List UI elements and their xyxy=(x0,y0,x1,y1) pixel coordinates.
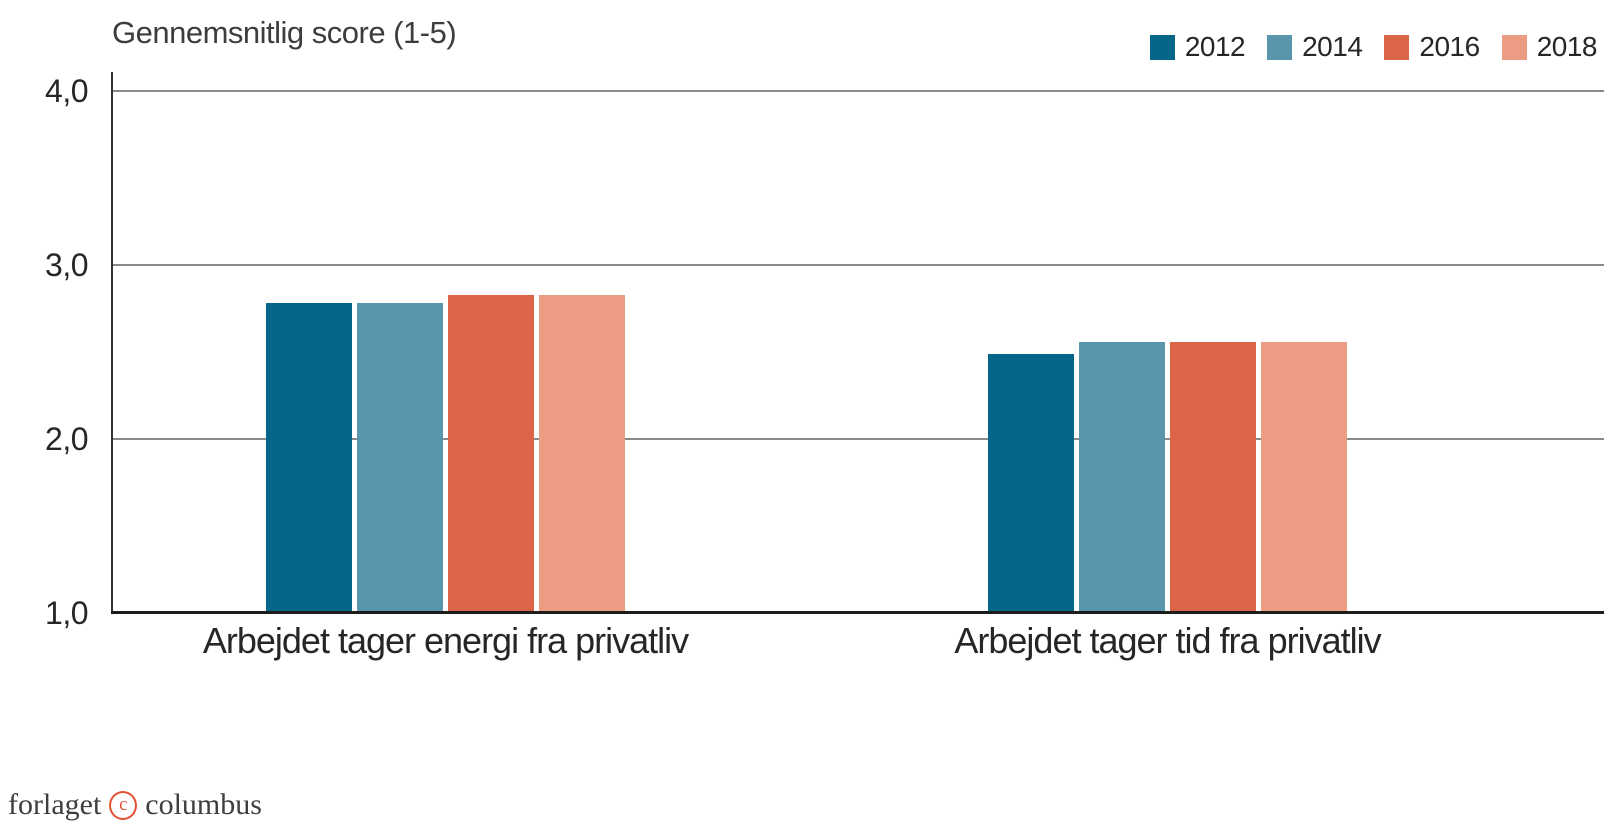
legend-swatch-2014 xyxy=(1267,34,1293,60)
x-axis-baseline xyxy=(111,611,1604,614)
bar-2016-category-1 xyxy=(448,295,534,613)
legend-label: 2014 xyxy=(1302,31,1363,62)
publisher-word-left: forlaget xyxy=(8,788,102,821)
publisher-word-right: columbus xyxy=(145,788,262,821)
legend-item-2014: 2014 xyxy=(1267,31,1363,62)
bar-2014-category-1 xyxy=(357,303,443,613)
category-label-2: Arbejdet tager tid fra privatliv xyxy=(954,620,1381,661)
legend-label: 2012 xyxy=(1184,31,1246,62)
bar-group-2 xyxy=(988,91,1347,613)
bar-2018-category-1 xyxy=(539,295,625,613)
bar-2018-category-2 xyxy=(1261,342,1347,613)
bar-group-1 xyxy=(266,91,625,613)
legend-swatch-2016 xyxy=(1384,34,1410,60)
bar-2016-category-2 xyxy=(1170,342,1256,613)
y-axis-line xyxy=(111,72,113,613)
legend: 2012 2014 2016 2018 xyxy=(1149,31,1598,62)
legend-item-2016: 2016 xyxy=(1384,31,1480,62)
legend-item-2018: 2018 xyxy=(1501,31,1598,62)
y-tick-label: 4,0 xyxy=(45,73,88,109)
y-tick-label: 2,0 xyxy=(45,421,88,457)
y-tick-label: 1,0 xyxy=(45,595,88,631)
chart-title: Gennemsnitlig score (1-5) xyxy=(112,15,457,50)
bar-2012-category-2 xyxy=(988,354,1074,613)
bar-2014-category-2 xyxy=(1079,342,1165,613)
copyright-icon: c xyxy=(109,790,138,820)
gridline-3,0 xyxy=(113,264,1604,266)
legend-swatch-2012 xyxy=(1149,34,1175,60)
legend-item-2012: 2012 xyxy=(1149,31,1246,62)
legend-label: 2018 xyxy=(1536,31,1598,62)
gridline-4,0 xyxy=(113,90,1604,92)
plot-area xyxy=(113,90,1604,613)
bar-2012-category-1 xyxy=(266,303,352,613)
legend-swatch-2018 xyxy=(1501,34,1527,60)
category-label-1: Arbejdet tager energi fra privatliv xyxy=(202,620,689,661)
publisher-logo: forlaget c columbus xyxy=(8,788,262,822)
y-tick-label: 3,0 xyxy=(45,247,88,283)
gridline-2,0 xyxy=(113,438,1604,440)
legend-label: 2016 xyxy=(1419,31,1480,62)
